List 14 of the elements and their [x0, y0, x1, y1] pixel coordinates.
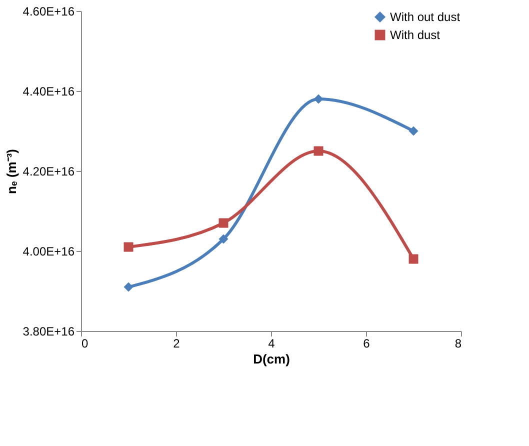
y-tick-label: 4.20E+16 [22, 164, 75, 178]
y-tick-label: 3.80E+16 [22, 324, 75, 338]
x-tick-label: 8 [454, 336, 462, 350]
x-axis-title: D(cm) [253, 352, 290, 366]
y-tick-label: 4.00E+16 [22, 244, 75, 258]
x-tick-label: 0 [82, 336, 88, 350]
y-tick-label: 4.40E+16 [22, 84, 75, 98]
y-tick-label: 4.60E+16 [22, 4, 75, 18]
legend-label: With out dust [390, 10, 461, 24]
x-tick-label: 6 [363, 336, 370, 350]
legend-label: With dust [390, 28, 441, 42]
x-tick-label: 4 [268, 336, 276, 350]
x-tick-label: 2 [173, 336, 180, 350]
y-axis-title: nₑ (m⁻³) [4, 149, 19, 194]
